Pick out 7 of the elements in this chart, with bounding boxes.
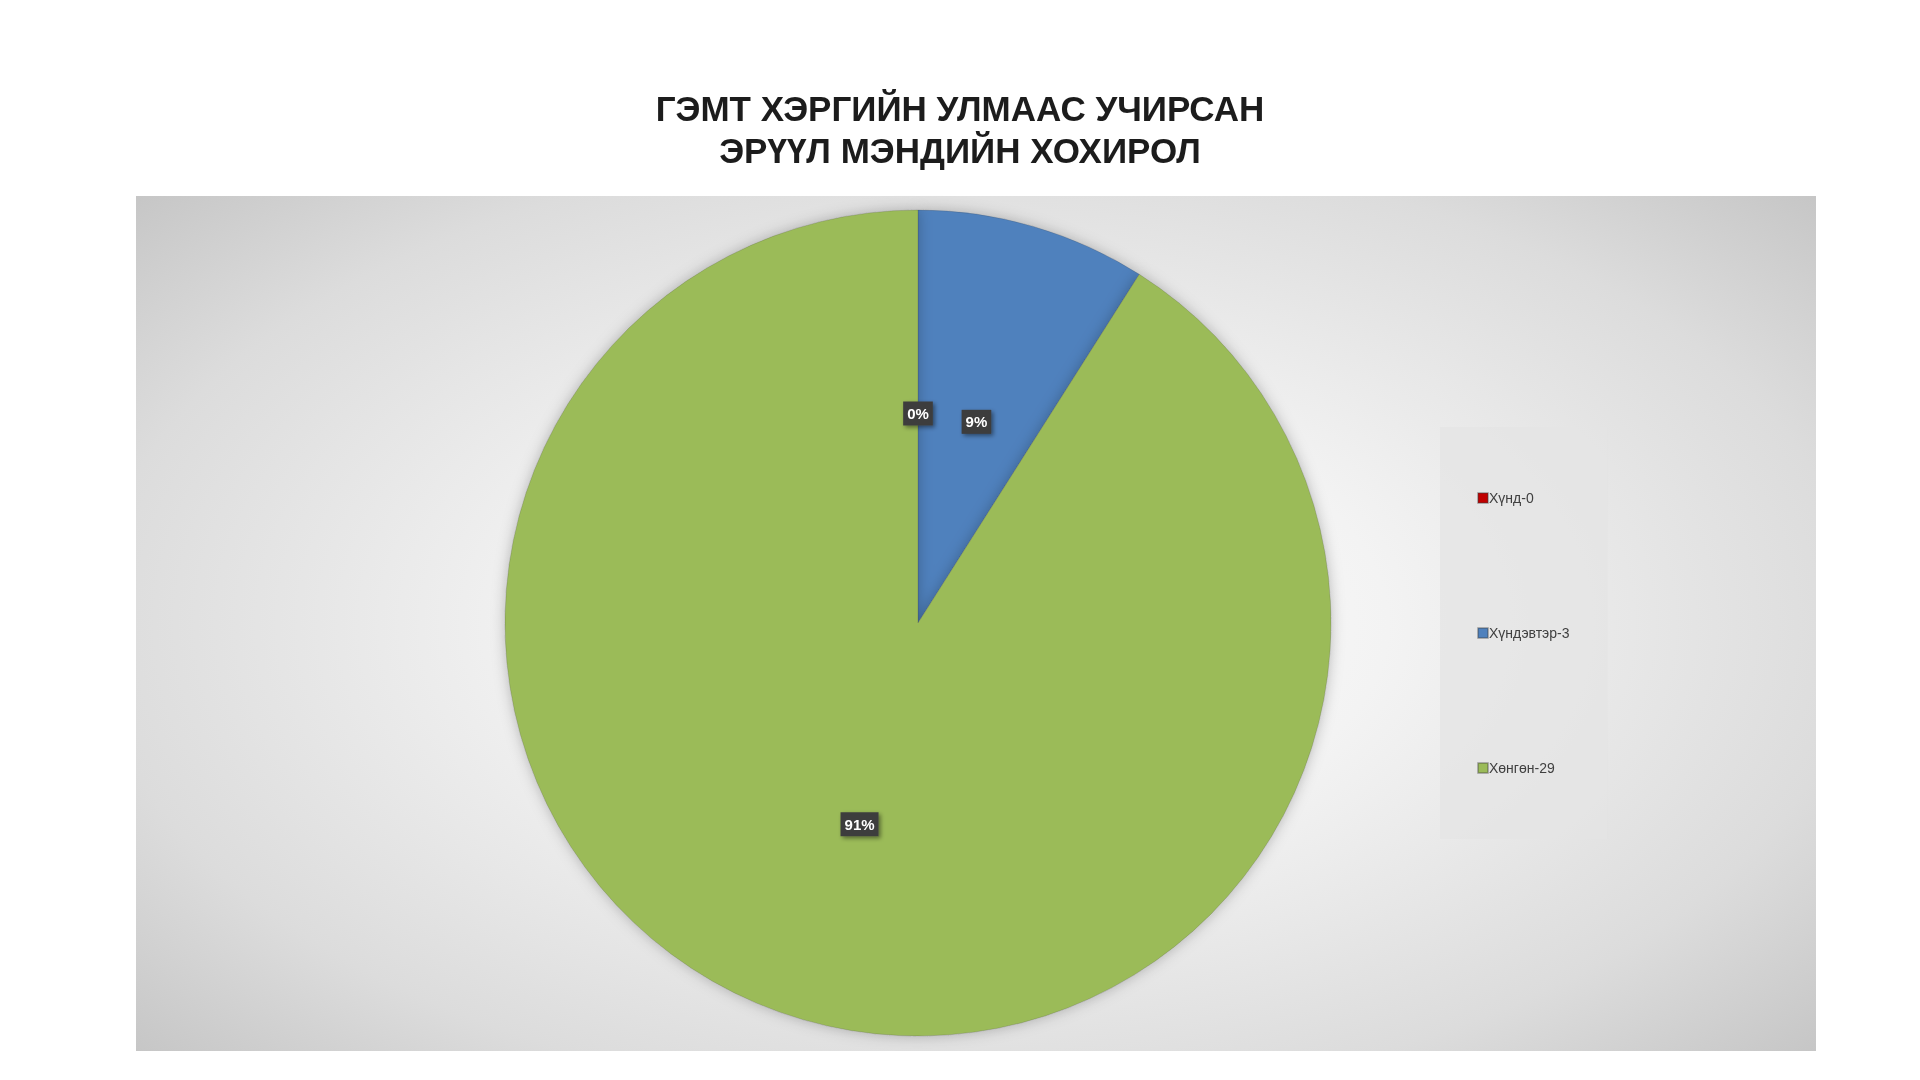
text: 0%: [907, 405, 929, 422]
data-label: 9%: [965, 413, 988, 431]
legend-label: Хөнгөн-29: [1489, 760, 1555, 776]
data-label: 91%: [844, 815, 875, 833]
legend-label: Хүнд-0: [1489, 490, 1534, 506]
chart-title: ГЭМТ ХЭРГИЙН УЛМААС УЧИРСАН ЭРҮҮЛ МЭНДИЙН ХОХИРОЛ: [655, 88, 1265, 170]
legend-label: Хүндэвтэр-3: [1489, 625, 1570, 641]
